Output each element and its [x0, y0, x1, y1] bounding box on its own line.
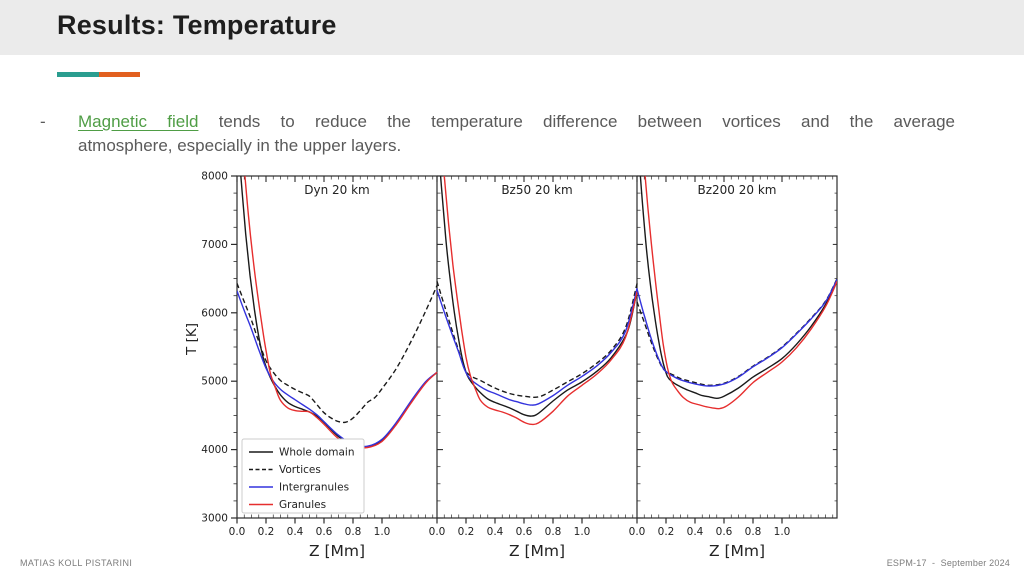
series-granules — [244, 176, 438, 449]
slide-header: Results: Temperature — [0, 0, 1024, 55]
svg-text:Dyn 20 km: Dyn 20 km — [304, 183, 369, 197]
magnetic-field-link[interactable]: Magnetic field — [78, 112, 199, 131]
accent-bar — [57, 72, 140, 77]
svg-text:7000: 7000 — [201, 239, 228, 251]
svg-text:Intergranules: Intergranules — [279, 482, 349, 494]
svg-text:0.4: 0.4 — [287, 526, 304, 538]
svg-text:8000: 8000 — [201, 171, 228, 183]
svg-text:0.8: 0.8 — [345, 526, 362, 538]
series-intergranules — [436, 288, 638, 406]
svg-text:0.4: 0.4 — [487, 526, 504, 538]
svg-text:0.0: 0.0 — [429, 526, 446, 538]
svg-text:0.8: 0.8 — [545, 526, 562, 538]
series-whole-domain — [240, 176, 438, 448]
svg-text:Bz50 20 km: Bz50 20 km — [501, 183, 572, 197]
svg-text:0.2: 0.2 — [258, 526, 275, 538]
temperature-figure: 3000 4000 5000 6000 7000 8000 0.0 0.2 0.4 0.6 0.8 1… — [184, 168, 846, 560]
svg-text:0.0: 0.0 — [229, 526, 246, 538]
series-granules — [443, 176, 638, 426]
svg-text:0.4: 0.4 — [687, 526, 704, 538]
bullet-text: Magnetic field tends to reduce the tempe… — [78, 110, 955, 158]
svg-text:Z [Mm]: Z [Mm] — [509, 542, 565, 560]
svg-text:Whole domain: Whole domain — [279, 447, 355, 459]
svg-text:0.8: 0.8 — [745, 526, 762, 538]
svg-text:Z [Mm]: Z [Mm] — [709, 542, 765, 560]
svg-text:Vortices: Vortices — [279, 464, 321, 476]
svg-text:0.0: 0.0 — [629, 526, 646, 538]
svg-text:T [K]: T [K] — [184, 323, 200, 356]
series-granules — [644, 176, 837, 410]
svg-text:6000: 6000 — [201, 307, 228, 319]
series-vortices — [237, 283, 438, 424]
svg-text:Bz200 20 km: Bz200 20 km — [698, 183, 777, 197]
page-title: Results: Temperature — [57, 10, 337, 40]
svg-text:0.6: 0.6 — [516, 526, 533, 538]
svg-text:1.0: 1.0 — [574, 526, 591, 538]
svg-text:Z [Mm]: Z [Mm] — [309, 542, 365, 560]
bullet-line1: Magnetic field tends to reduce the tempe… — [78, 110, 955, 134]
svg-text:0.2: 0.2 — [458, 526, 475, 538]
chart-labels: 3000 4000 5000 6000 7000 8000 0.0 0.2 0.4 0.6 0.8 1… — [184, 171, 790, 561]
series-intergranules — [636, 278, 837, 387]
series-whole-domain — [639, 176, 837, 400]
svg-text:1.0: 1.0 — [774, 526, 791, 538]
temperature-chart: 3000 4000 5000 6000 7000 8000 0.0 0.2 0.4 0.6 0.8 1… — [184, 171, 838, 561]
chart-legend: Whole domain Vortices Intergranules Granule… — [241, 438, 365, 514]
svg-text:0.6: 0.6 — [316, 526, 333, 538]
svg-text:3000: 3000 — [201, 513, 228, 525]
chart-axes — [231, 175, 838, 524]
svg-text:Granules: Granules — [279, 499, 326, 511]
svg-text:0.6: 0.6 — [716, 526, 733, 538]
accent-orange-segment — [99, 72, 140, 77]
chart-series — [237, 176, 837, 449]
series-whole-domain — [439, 176, 638, 417]
svg-text:5000: 5000 — [201, 376, 228, 388]
series-intergranules — [237, 290, 438, 448]
series-vortices — [436, 281, 638, 399]
svg-text:4000: 4000 — [201, 444, 228, 456]
bullet-line2: atmosphere, especially in the upper laye… — [78, 136, 402, 155]
bullet-marker: - — [40, 112, 46, 131]
svg-text:1.0: 1.0 — [374, 526, 391, 538]
bullet-item: - Magnetic field tends to reduce the tem… — [40, 110, 956, 158]
footer-author: MATIAS KOLL PISTARINI — [20, 558, 133, 568]
accent-teal-segment — [57, 72, 99, 77]
bullet-line1-rest: tends to reduce the temperature differen… — [198, 112, 955, 131]
svg-text:0.2: 0.2 — [658, 526, 675, 538]
footer-conference: ESPM-17 - September 2024 — [886, 558, 1010, 568]
